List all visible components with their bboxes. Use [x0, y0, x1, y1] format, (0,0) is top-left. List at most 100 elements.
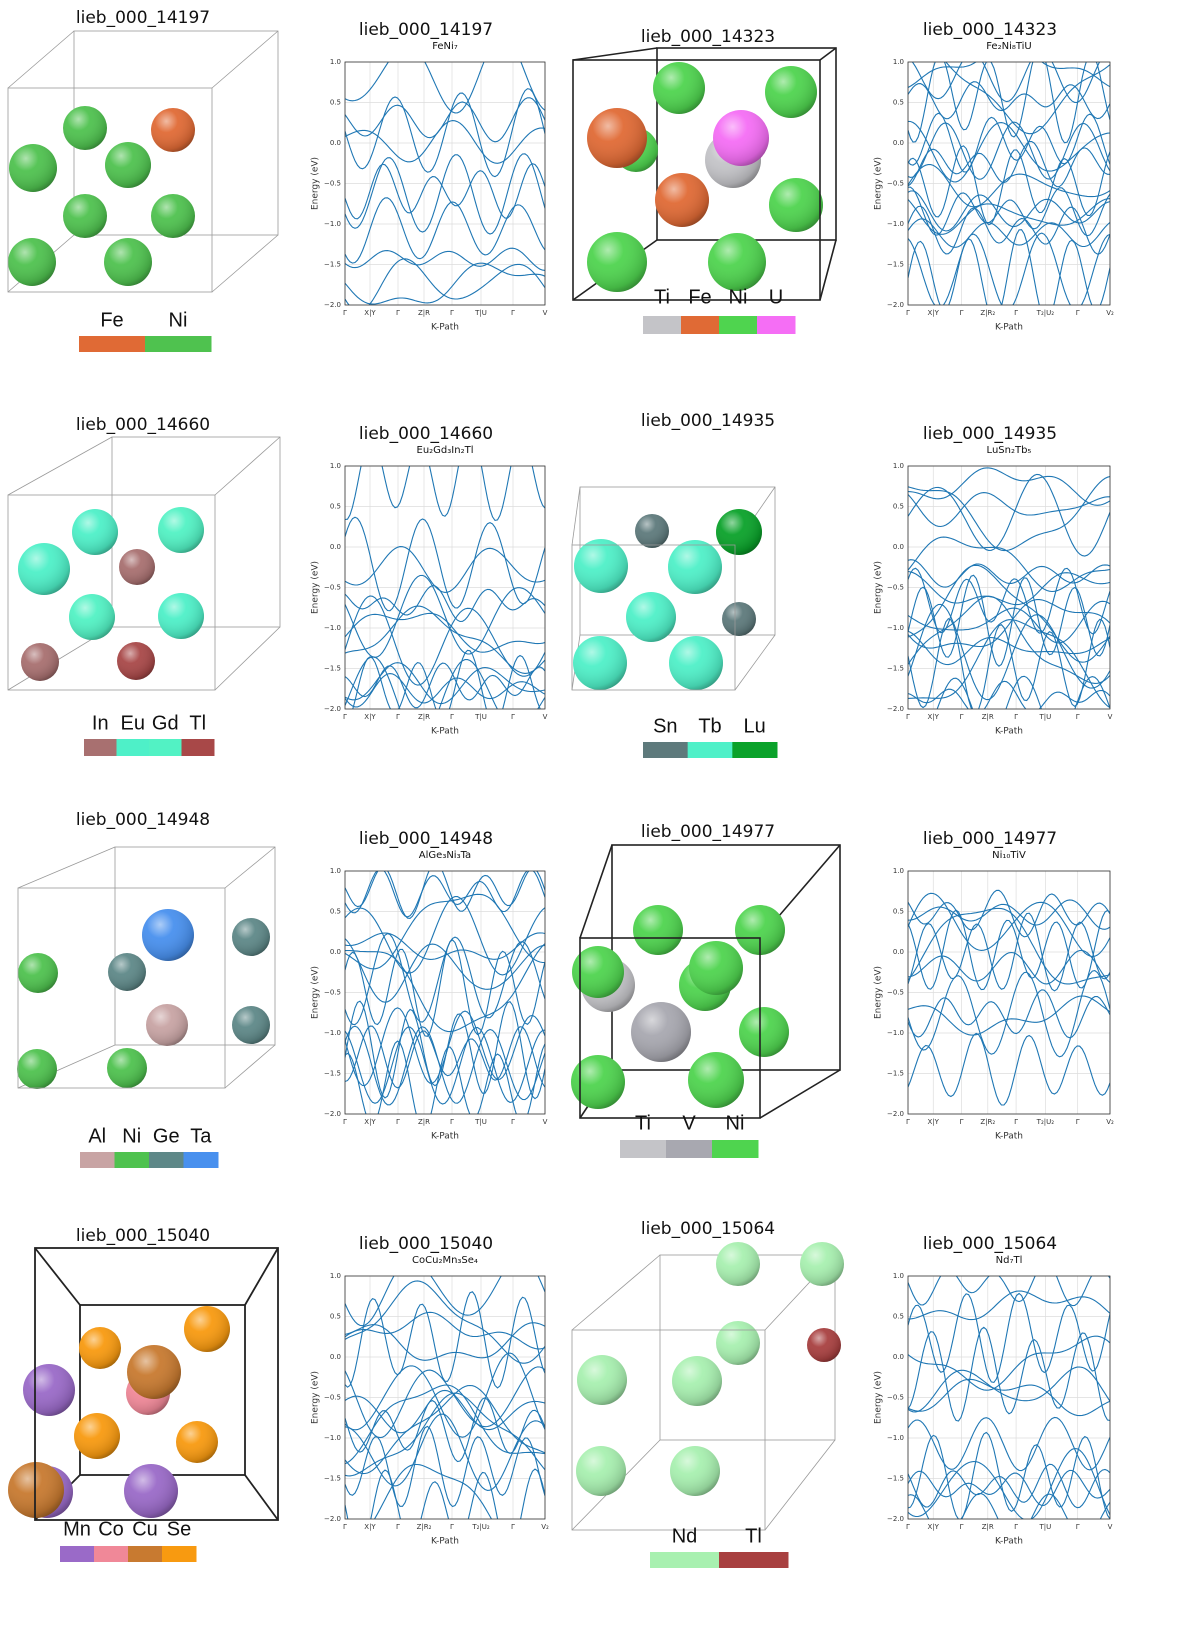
band-formula: FeNi₇ [432, 41, 458, 52]
band-curves [345, 466, 545, 709]
x-axis-label: K-Path [431, 323, 459, 333]
cell-edge [211, 234, 279, 293]
y-tick-label: −1.5 [887, 665, 904, 673]
legend-label: Ge [153, 1125, 180, 1147]
cell-edge [244, 1247, 279, 1306]
legend-label: Al [88, 1125, 106, 1147]
structure-title: lieb_000_14660 [76, 415, 210, 435]
k-label: Γ [396, 1523, 400, 1531]
atom-shade [722, 602, 756, 636]
legend-swatch [94, 1546, 129, 1562]
cell-edge [224, 846, 276, 889]
k-label: Z|R₂ [980, 1118, 995, 1126]
atom-shade [151, 108, 195, 152]
plot-frame [344, 1275, 546, 1520]
atom-shade [107, 1048, 147, 1088]
band-curve [908, 1326, 1110, 1422]
atom-shade [18, 953, 58, 993]
atom-shade [633, 905, 683, 955]
legend-label: Tl [189, 712, 206, 734]
atom-shade [631, 1002, 691, 1062]
y-axis-label: Energy (eV) [311, 157, 321, 210]
y-axis-label: Energy (eV) [874, 1371, 884, 1424]
cell-edge [764, 1439, 836, 1531]
band-curve [345, 932, 545, 1026]
cell-back [114, 846, 276, 1046]
atom-shade [18, 543, 70, 595]
atom-shade [79, 1327, 121, 1369]
band-curve [908, 995, 1110, 1036]
k-label: X|Y [364, 1523, 376, 1531]
atom-shade [158, 593, 204, 639]
band-curve [345, 893, 545, 970]
k-label: X|Y [928, 1118, 940, 1126]
cell-edge [17, 846, 116, 889]
atom-shade [765, 66, 817, 118]
k-label: V₂ [541, 1523, 549, 1531]
k-label: T₂|U₂ [471, 1523, 490, 1531]
cell-front [7, 87, 213, 293]
y-tick-label: −0.5 [324, 584, 341, 592]
band-curve [352, 649, 541, 709]
atom-shade [713, 110, 769, 166]
legend-label: U [769, 286, 783, 308]
band-curve [345, 1025, 545, 1106]
legend-swatch [80, 1152, 115, 1168]
plot-frame [344, 61, 546, 306]
cell-front [571, 544, 736, 691]
k-label: Z|R [982, 1523, 994, 1531]
k-label: T₂|U₂ [1036, 1118, 1055, 1126]
band-curve [345, 1425, 545, 1508]
band-curve [908, 1276, 1110, 1307]
band-formula: LuSn₂Tb₅ [987, 445, 1032, 456]
y-tick-label: −1.5 [324, 665, 341, 673]
band-curve [908, 1469, 1110, 1507]
legend-label: Fe [100, 309, 123, 331]
structure-panel: lieb_000_15040 Mn Co Cu Se [8, 1226, 279, 1562]
band-curve [345, 1366, 545, 1439]
legend-label: Tb [698, 715, 721, 737]
y-tick-label: 1.0 [330, 1272, 341, 1280]
cell-front [34, 1247, 279, 1521]
band-title: lieb_000_14948 [359, 829, 493, 849]
legend-swatch [128, 1546, 163, 1562]
band-curve [908, 120, 1110, 183]
band-formula: Ni₁₀TiV [992, 850, 1026, 861]
atom-shade [17, 1049, 57, 1089]
x-axis-label: K-Path [995, 1132, 1023, 1142]
k-label: Γ [511, 713, 515, 721]
band-curve [908, 564, 1110, 663]
legend-swatch [60, 1546, 95, 1562]
y-tick-label: −1.5 [324, 1070, 341, 1078]
atom-shade [672, 1356, 722, 1406]
k-label: Γ [343, 1118, 347, 1126]
k-label: Γ [511, 1118, 515, 1126]
atom-shade [708, 233, 766, 291]
k-label: Γ [396, 309, 400, 317]
y-tick-label: −2.0 [324, 301, 341, 309]
band-curve [345, 62, 545, 114]
k-label: T|U [474, 309, 487, 317]
band-curve [908, 680, 1110, 709]
k-label: Γ [1014, 713, 1018, 721]
y-tick-label: −1.0 [324, 1434, 341, 1442]
y-tick-label: 1.0 [893, 867, 904, 875]
y-tick-label: −0.5 [887, 584, 904, 592]
band-formula: Eu₂Gd₃In₂Tl [417, 445, 474, 456]
cell-edge [819, 47, 837, 61]
k-label: V [543, 713, 548, 721]
band-curve [908, 600, 1110, 644]
band-curve [345, 1322, 545, 1361]
band-curve [345, 88, 545, 178]
band-curve [908, 1447, 1110, 1519]
band-curve [908, 599, 1110, 649]
band-curve [345, 612, 545, 653]
legend-label: Ni [122, 1125, 141, 1147]
y-tick-label: 1.0 [330, 462, 341, 470]
y-tick-label: 0.5 [893, 1313, 904, 1321]
band-curve [908, 62, 1110, 144]
